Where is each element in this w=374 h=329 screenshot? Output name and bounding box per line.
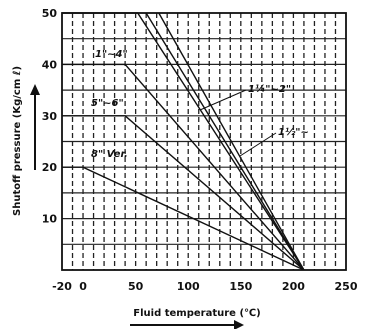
axes: Fluid temperature (℃) Shutoff pressure (K… (12, 12, 347, 329)
y-arrow-head-icon (30, 84, 40, 95)
y-axis-label: Shutoff pressure (Kg/cm ℓ) (12, 66, 23, 216)
tick-labels: -20 0 50 100 150 200 250 10 20 30 40 50 (42, 7, 358, 293)
x-tick-label: 200 (282, 280, 305, 293)
series-label: 1"~4" (95, 49, 128, 60)
series-label: 1¼"~2" (248, 83, 291, 95)
x-tick-label: -20 (52, 280, 72, 293)
x-axis-label: Fluid temperature (℃) (133, 308, 260, 319)
x-tick-label: 250 (335, 280, 358, 293)
label-leader (199, 89, 247, 111)
x-arrow-head-icon (234, 320, 244, 329)
y-tick-label: 40 (42, 58, 58, 71)
series-labels: 1"~4" 5"~6" 8" Ver. 1¼"~2" 1½"~ (91, 49, 309, 160)
y-tick-label: 10 (42, 213, 58, 226)
series-line (62, 63, 305, 271)
series-label: 1½"~ (278, 126, 309, 138)
x-tick-label: 100 (177, 280, 200, 293)
y-tick-label: 50 (42, 7, 58, 20)
x-tick-label: 0 (79, 280, 87, 293)
series-line (158, 12, 305, 271)
y-tick-label: 30 (42, 110, 58, 123)
series-line (62, 115, 305, 271)
label-leader (239, 132, 277, 157)
series-label: 8" Ver. (91, 149, 128, 160)
x-tick-label: 150 (229, 280, 252, 293)
series-line (62, 166, 305, 271)
x-tick-label: 50 (128, 280, 144, 293)
series-label: 5"~6" (91, 98, 124, 109)
plot-frame (61, 12, 347, 271)
series-line (145, 12, 305, 271)
y-tick-label: 20 (42, 161, 58, 174)
